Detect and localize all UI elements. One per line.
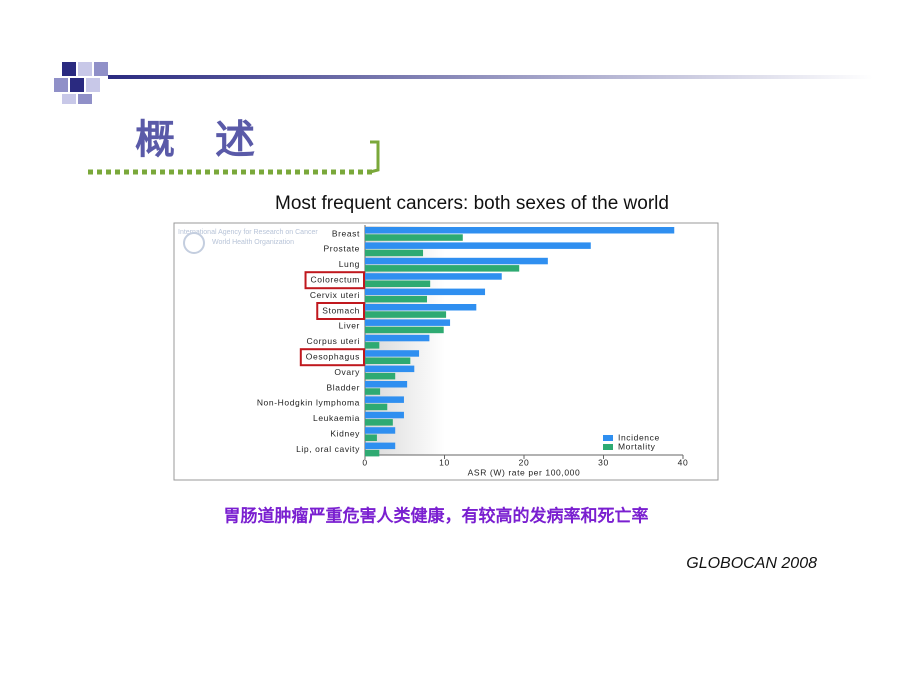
bar bbox=[365, 442, 396, 450]
bar bbox=[365, 372, 396, 380]
bar bbox=[365, 295, 428, 303]
y-tick-label: Bladder bbox=[327, 382, 361, 392]
bar bbox=[365, 249, 424, 257]
legend-swatch bbox=[603, 444, 613, 450]
chart-title: Most frequent cancers: both sexes of the… bbox=[275, 193, 669, 214]
highlight-box bbox=[299, 348, 365, 367]
watermark-logo bbox=[183, 232, 205, 254]
highlight-box bbox=[316, 302, 365, 320]
y-tick-label: Cervix uteri bbox=[310, 290, 360, 300]
highlight-box bbox=[304, 271, 365, 290]
legend-swatch bbox=[603, 435, 613, 441]
bar bbox=[365, 350, 420, 357]
bar bbox=[365, 403, 388, 411]
bar bbox=[365, 234, 463, 241]
bar bbox=[365, 227, 675, 234]
x-tick-label: 20 bbox=[519, 457, 530, 467]
legend-label: Mortality bbox=[618, 441, 656, 451]
bar bbox=[365, 411, 404, 419]
y-tick-label: Ovary bbox=[334, 367, 360, 377]
y-tick-label: Lung bbox=[339, 259, 360, 269]
y-tick-label: Corpus uteri bbox=[307, 336, 361, 346]
bar bbox=[365, 319, 451, 326]
bar bbox=[365, 342, 380, 349]
y-tick-label: Leukaemia bbox=[313, 413, 360, 423]
bar bbox=[365, 381, 408, 388]
bar bbox=[365, 388, 381, 395]
bar bbox=[365, 427, 396, 434]
chart: 0 10 20 30 40 ASR (W) rate per 100,000 Breast P… bbox=[257, 225, 689, 477]
bar bbox=[365, 434, 377, 441]
source: GLOBOCAN 2008 bbox=[686, 555, 817, 572]
caption: 胃肠道肿瘤严重危害人类健康，有较高的发病率和死亡率 bbox=[224, 506, 649, 527]
y-tick-label: Colorectum bbox=[311, 274, 360, 284]
y-tick-label: Lip, oral cavity bbox=[296, 444, 360, 454]
y-tick-label: Prostate bbox=[324, 244, 360, 254]
legend-label: Incidence bbox=[618, 432, 660, 442]
bar bbox=[365, 419, 393, 426]
watermark: International Agency for Research on Can… bbox=[178, 229, 318, 236]
y-tick-label: Liver bbox=[339, 321, 360, 331]
decoration bbox=[54, 62, 873, 175]
watermark: World Health Organization bbox=[212, 239, 294, 246]
y-tick-label: Kidney bbox=[330, 428, 360, 438]
bar bbox=[365, 365, 415, 373]
y-tick-label: Breast bbox=[332, 228, 360, 238]
bar bbox=[365, 449, 380, 457]
bar bbox=[365, 304, 477, 311]
bar bbox=[365, 242, 591, 249]
x-axis-label: ASR (W) rate per 100,000 bbox=[468, 467, 581, 477]
slide-title: 概 述 bbox=[135, 116, 255, 163]
bar bbox=[365, 334, 430, 342]
y-tick-label: Oesophagus bbox=[306, 351, 360, 361]
x-tick-label: 10 bbox=[439, 457, 450, 467]
bar bbox=[365, 311, 447, 318]
bar bbox=[365, 288, 486, 296]
x-tick-label: 0 bbox=[362, 457, 367, 467]
bar bbox=[365, 357, 411, 364]
y-tick-label: Stomach bbox=[322, 305, 360, 315]
bar bbox=[365, 265, 520, 272]
bar bbox=[365, 396, 404, 403]
bar bbox=[365, 326, 444, 334]
y-tick-label: Non-Hodgkin lymphoma bbox=[257, 398, 360, 408]
x-tick-label: 30 bbox=[598, 457, 609, 467]
bar bbox=[365, 257, 548, 265]
bar bbox=[365, 273, 502, 280]
x-tick-label: 40 bbox=[678, 457, 689, 467]
bar bbox=[365, 280, 431, 287]
